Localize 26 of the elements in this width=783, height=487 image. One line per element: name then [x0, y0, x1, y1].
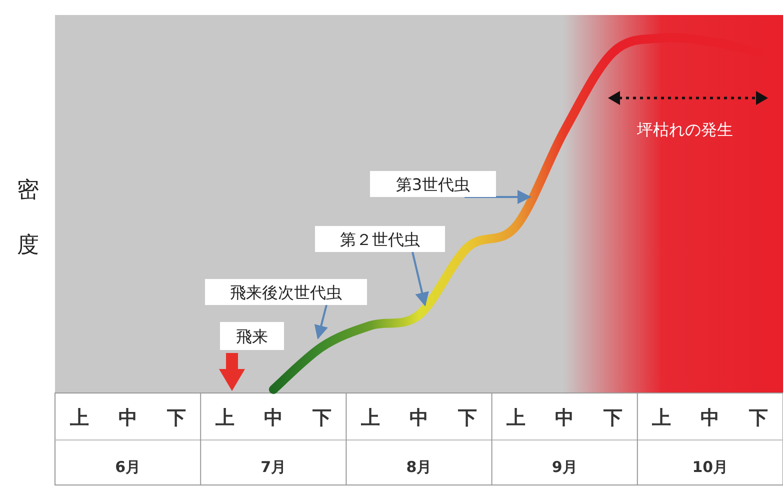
x-tick-label: 上 [506, 407, 526, 429]
text: 7月 [260, 458, 286, 476]
annotation: 第3世代虫 [396, 175, 470, 194]
x-tick-label: 中 [700, 407, 720, 429]
text: 10月 [692, 458, 728, 476]
x-tick-label: 下 [311, 407, 332, 429]
x-tick-label: 中 [264, 407, 283, 429]
x-tick-label: 中 [410, 407, 428, 429]
x-tick-label: 上 [214, 407, 234, 429]
annotation: 坪枯れの発生 [636, 120, 733, 139]
x-tick-label: 上 [360, 407, 380, 429]
x-tick-label: 中 [118, 407, 138, 429]
x-tick-label: 上 [651, 407, 672, 429]
x-tick-label: 中 [555, 407, 574, 429]
annotation: 飛来 [236, 327, 268, 346]
text: 密度 [17, 178, 39, 258]
x-tick-label: 下 [602, 407, 623, 429]
x-tick-label: 上 [68, 407, 89, 429]
annotation: 第２世代虫 [340, 230, 420, 249]
x-tick-label: 下 [166, 407, 186, 429]
text: 8月 [406, 458, 432, 476]
x-tick-label: 下 [457, 407, 478, 429]
annotation: 飛来後次世代虫 [230, 283, 342, 302]
text: 9月 [552, 458, 578, 476]
text: 6月 [115, 458, 141, 476]
x-tick-label: 下 [748, 407, 768, 429]
